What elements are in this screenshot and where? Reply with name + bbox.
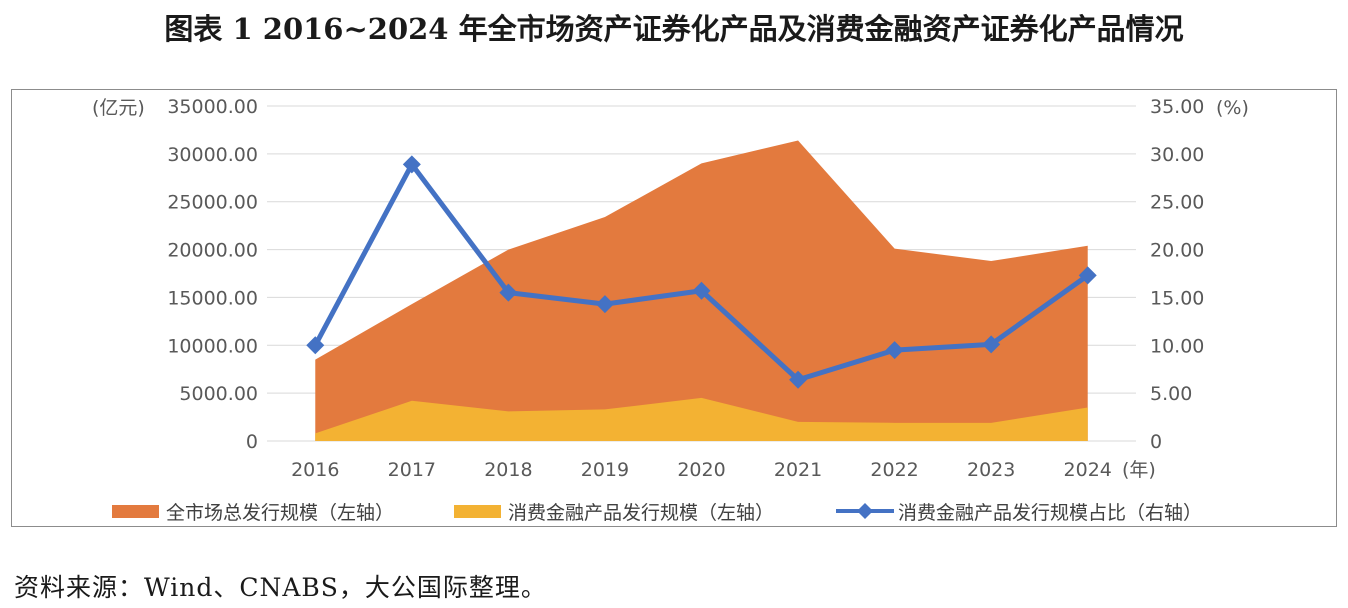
ratio-marker — [1078, 266, 1097, 285]
axis-ticks: 0 0 5000.00 5.00 10000.00 10.00 15000.00 15.00 2… — [167, 96, 1204, 481]
right-tick-label: 25.00 — [1150, 192, 1204, 214]
right-tick-label: 10.00 — [1150, 335, 1204, 357]
x-tick-label: 2024 — [1064, 459, 1112, 481]
right-tick-label: 0 — [1150, 431, 1162, 453]
left-tick-label: 30000.00 — [167, 144, 258, 166]
ratio-marker — [595, 295, 614, 314]
right-tick-label: 30.00 — [1150, 144, 1204, 166]
left-tick-label: 35000.00 — [167, 96, 258, 118]
legend-swatch-ratio-marker — [857, 503, 873, 519]
left-tick-label: 5000.00 — [179, 383, 258, 405]
area-consumer-issuance — [315, 397, 1088, 441]
left-tick-label: 20000.00 — [167, 240, 258, 262]
chart-title: 图表 1 2016~2024 年全市场资产证券化产品及消费金融资产证券化产品情况 — [164, 12, 1184, 46]
left-tick-label: 15000.00 — [167, 287, 258, 309]
x-tick-label: 2022 — [870, 459, 918, 481]
left-axis-unit: (亿元) — [92, 97, 145, 119]
legend-label-consumer: 消费金融产品发行规模（左轴） — [508, 502, 774, 524]
right-axis-unit: (%) — [1216, 97, 1249, 119]
ratio-marker — [402, 155, 421, 174]
legend-label-ratio: 消费金融产品发行规模占比（右轴） — [898, 502, 1202, 524]
legend: 全市场总发行规模（左轴） 消费金融产品发行规模（左轴） 消费金融产品发行规模占比… — [112, 502, 1202, 524]
right-tick-label: 20.00 — [1150, 240, 1204, 262]
x-axis-unit: (年) — [1122, 459, 1156, 481]
chart-frame — [11, 89, 1337, 527]
x-tick-label: 2023 — [967, 459, 1015, 481]
x-tick-label: 2016 — [291, 459, 339, 481]
ratio-marker — [982, 335, 1001, 354]
right-tick-label: 15.00 — [1150, 287, 1204, 309]
x-tick-label: 2021 — [774, 459, 822, 481]
right-tick-label: 5.00 — [1150, 383, 1192, 405]
left-tick-label: 25000.00 — [167, 192, 258, 214]
right-tick-label: 35.00 — [1150, 96, 1204, 118]
ratio-marker — [499, 283, 518, 302]
legend-swatch-total — [112, 505, 159, 518]
ratio-marker — [692, 281, 711, 300]
x-tick-label: 2018 — [484, 459, 532, 481]
legend-label-total: 全市场总发行规模（左轴） — [166, 502, 394, 524]
ratio-marker — [789, 370, 808, 389]
source-note: 资料来源：Wind、CNABS，大公国际整理。 — [14, 573, 547, 602]
left-tick-label: 0 — [246, 431, 258, 453]
x-tick-label: 2017 — [388, 459, 436, 481]
ratio-line-series — [306, 155, 1097, 389]
ratio-marker — [885, 341, 904, 360]
x-tick-label: 2019 — [581, 459, 629, 481]
legend-swatch-consumer — [454, 505, 501, 518]
ratio-marker — [306, 336, 325, 355]
x-tick-label: 2020 — [677, 459, 725, 481]
left-tick-label: 10000.00 — [167, 335, 258, 357]
